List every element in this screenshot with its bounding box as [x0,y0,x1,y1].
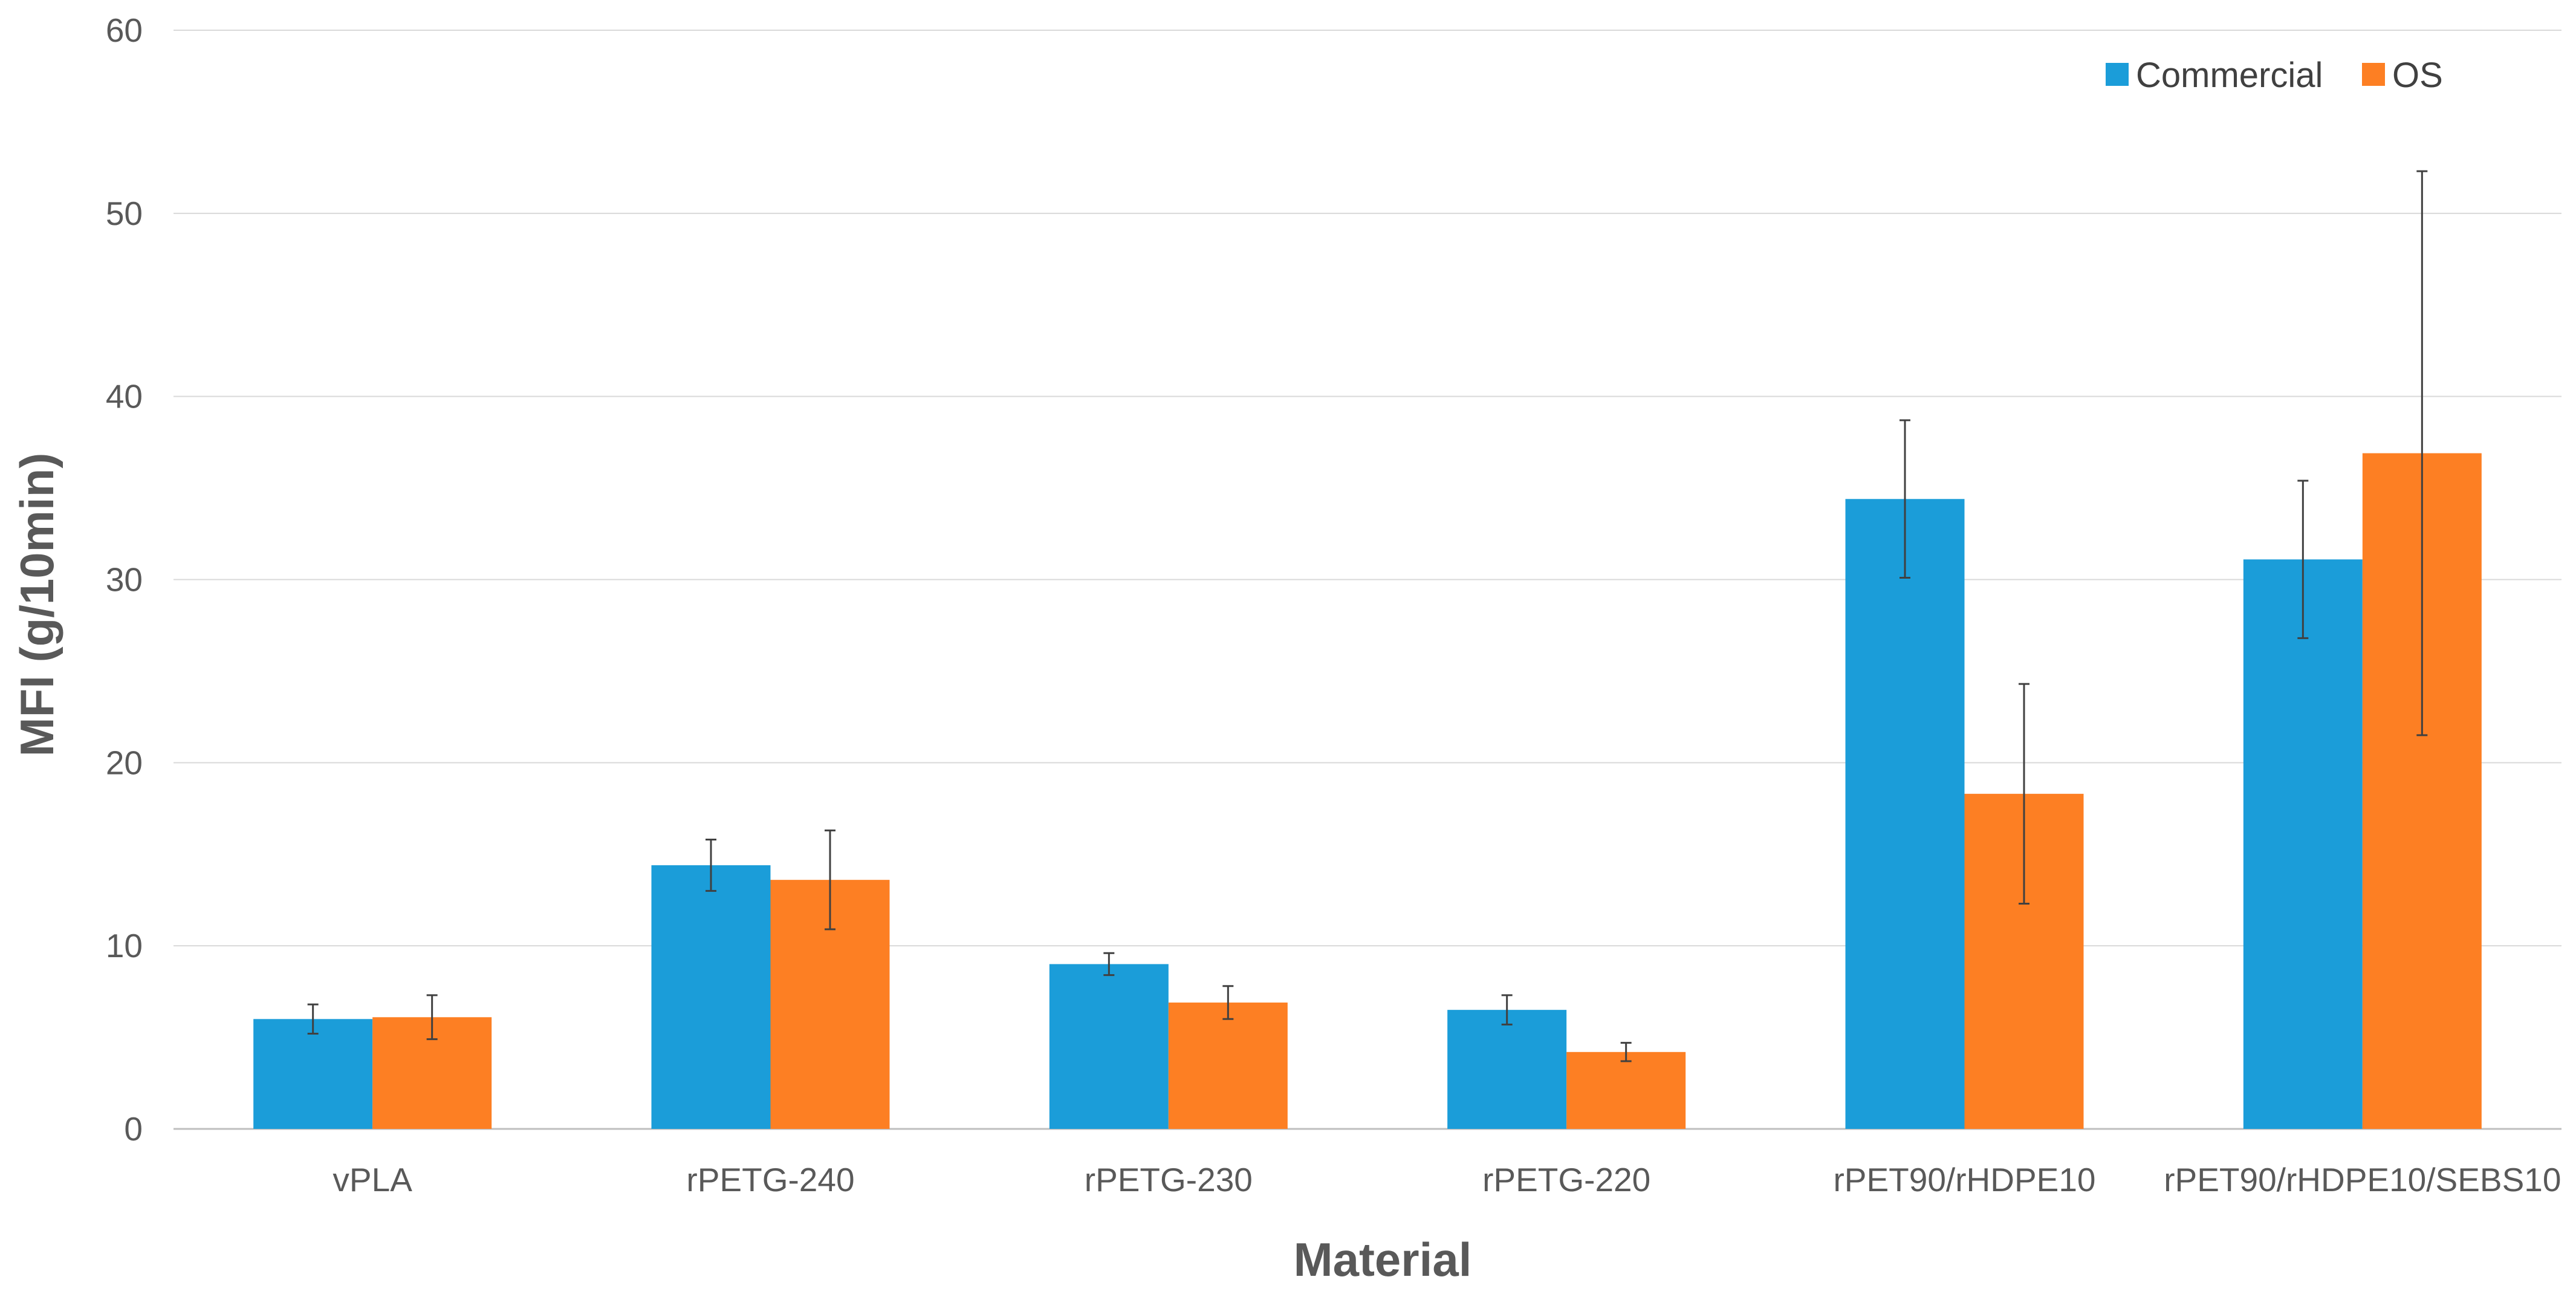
legend-swatch-os [2362,63,2385,86]
y-tick-label: 0 [124,1110,143,1148]
bar-commercial [1049,964,1169,1129]
y-tick-label: 50 [106,195,143,232]
x-tick-label: rPET90/rHDPE10 [1833,1161,2095,1198]
y-tick-label: 60 [106,11,143,49]
y-tick-label: 20 [106,744,143,781]
y-tick-label: 10 [106,927,143,964]
bar-commercial [1447,1010,1567,1129]
x-tick-label: rPETG-230 [1085,1161,1253,1198]
x-tick-label: rPETG-220 [1482,1161,1650,1198]
y-tick-label: 40 [106,378,143,415]
x-tick-label: rPETG-240 [686,1161,854,1198]
bar-commercial [1845,499,1965,1129]
bar-commercial [253,1019,373,1129]
bar-commercial [2243,559,2363,1129]
gridlines [174,30,2561,1130]
bar-os [1168,1003,1288,1129]
y-axis-title: MFI (g/10min) [10,453,63,757]
x-axis-ticks: vPLA rPETG-240 rPETG-230 rPETG-220 rPET90/rH… [333,1161,2561,1198]
y-axis-ticks: 0 10 20 30 40 50 60 [106,11,143,1148]
bar-commercial [651,865,771,1129]
legend-label-commercial: Commercial [2136,56,2323,95]
legend: Commercial OS [2106,56,2443,95]
legend-label-os: OS [2392,56,2443,95]
y-tick-label: 30 [106,561,143,599]
legend-swatch-commercial [2106,63,2129,86]
bar-os [1566,1052,1686,1129]
x-axis-title: Material [1294,1233,1472,1286]
error-bars [307,170,2428,1062]
x-tick-label: vPLA [333,1161,412,1198]
bars [253,453,2482,1130]
x-tick-label: rPET90/rHDPE10/SEBS10 [2164,1161,2561,1198]
